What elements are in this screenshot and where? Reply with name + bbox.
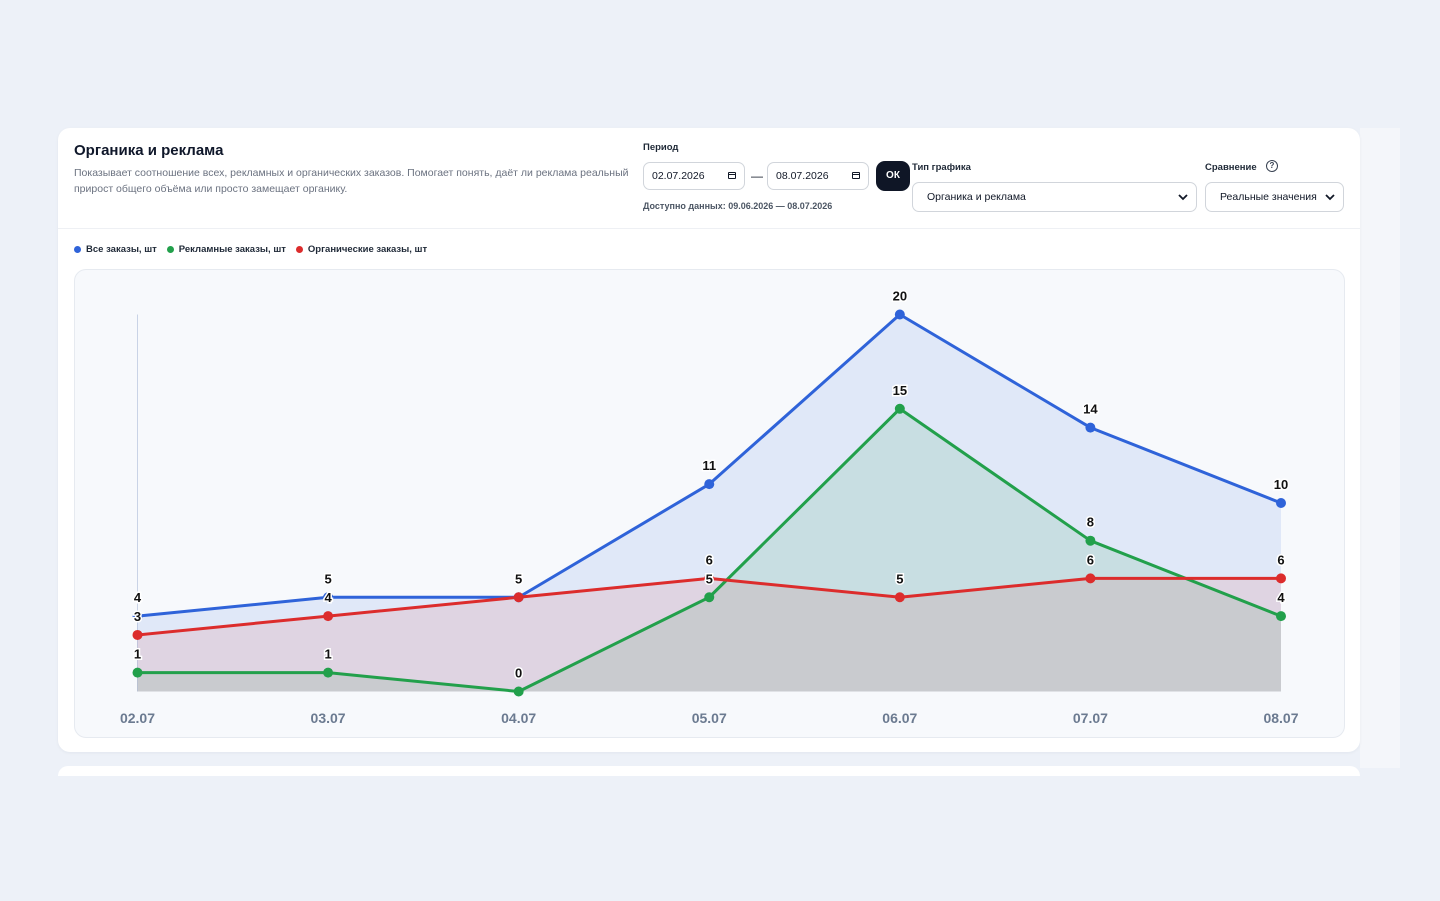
chart-type-label: Тип графика bbox=[912, 162, 971, 173]
data-point-all[interactable] bbox=[704, 479, 715, 490]
chevron-down-icon bbox=[1178, 183, 1188, 223]
data-point-ads[interactable] bbox=[704, 592, 715, 603]
data-label-organic: 5 bbox=[896, 571, 903, 586]
data-label-organic: 6 bbox=[706, 552, 713, 567]
card-title: Органика и реклама bbox=[74, 142, 224, 159]
data-point-organic[interactable] bbox=[1085, 573, 1096, 584]
data-point-all[interactable] bbox=[1276, 498, 1286, 508]
legend-item-all: Все заказы, шт bbox=[74, 244, 157, 255]
data-label-all: 20 bbox=[893, 289, 907, 304]
data-point-organic[interactable] bbox=[704, 573, 715, 584]
available-data-note: Доступно данных: 09.06.2026 — 08.07.2026 bbox=[643, 201, 833, 211]
x-tick-label: 05.07 bbox=[692, 710, 727, 726]
x-tick-label: 07.07 bbox=[1073, 710, 1108, 726]
period-label: Период bbox=[643, 142, 679, 153]
data-label-organic: 6 bbox=[1277, 552, 1284, 567]
data-label-all: 11 bbox=[702, 458, 716, 473]
legend-item-ads: Рекламные заказы, шт bbox=[166, 244, 286, 255]
data-label-all: 5 bbox=[515, 571, 522, 586]
x-tick-label: 04.07 bbox=[501, 710, 536, 726]
legend-dot-all bbox=[74, 246, 81, 253]
data-point-all[interactable] bbox=[132, 611, 143, 622]
x-tick-label: 02.07 bbox=[120, 710, 155, 726]
date-to-input[interactable]: 08.07.2026 bbox=[767, 162, 869, 190]
legend-label-organic: Органические заказы, шт bbox=[307, 244, 428, 255]
card-description: Показывает соотношение всех, рекламных и… bbox=[74, 167, 629, 195]
comparison-select[interactable]: Реальные значения bbox=[1205, 182, 1344, 212]
data-label-organic: 5 bbox=[515, 571, 522, 586]
data-label-organic: 6 bbox=[1087, 552, 1094, 567]
data-point-organic[interactable] bbox=[513, 592, 524, 603]
data-point-organic[interactable] bbox=[323, 611, 334, 622]
legend-dot-organic bbox=[295, 246, 303, 253]
calendar-icon[interactable] bbox=[728, 172, 736, 179]
data-label-all: 5 bbox=[324, 571, 331, 586]
data-point-organic[interactable] bbox=[894, 592, 905, 603]
data-label-all: 14 bbox=[1083, 402, 1098, 417]
data-point-ads[interactable] bbox=[323, 667, 334, 678]
data-label-ads: 5 bbox=[706, 571, 713, 586]
chart-type-value: Органика и реклама bbox=[927, 191, 1026, 203]
data-label-all: 10 bbox=[1274, 477, 1288, 492]
area-fill-ads bbox=[137, 408, 1281, 692]
chart-card: Органика и реклама Показывает соотношени… bbox=[58, 128, 1360, 752]
comparison-label: Сравнение bbox=[1205, 162, 1257, 173]
data-point-all[interactable] bbox=[1085, 422, 1096, 433]
data-point-ads[interactable] bbox=[513, 686, 524, 697]
chart-type-select[interactable]: Органика и реклама bbox=[912, 182, 1197, 212]
data-point-all[interactable] bbox=[894, 309, 905, 320]
x-tick-label: 08.07 bbox=[1263, 710, 1298, 726]
data-point-ads[interactable] bbox=[1276, 611, 1286, 622]
background-panel bbox=[1360, 128, 1400, 768]
data-point-organic[interactable] bbox=[1276, 573, 1286, 584]
x-tick-label: 06.07 bbox=[882, 710, 917, 726]
date-from-input[interactable]: 02.07.2026 bbox=[643, 162, 745, 190]
x-tick-label: 03.07 bbox=[311, 710, 346, 726]
legend-label-ads: Рекламные заказы, шт bbox=[178, 244, 286, 255]
data-point-ads[interactable] bbox=[132, 667, 143, 678]
ok-button[interactable]: ОК bbox=[876, 161, 910, 191]
data-label-ads: 1 bbox=[134, 647, 141, 662]
data-label-ads: 8 bbox=[1087, 515, 1094, 530]
next-card-edge bbox=[58, 766, 1360, 776]
header-divider bbox=[58, 228, 1360, 229]
date-from-value: 02.07.2026 bbox=[652, 170, 705, 182]
data-label-organic: 4 bbox=[324, 590, 332, 605]
data-label-ads: 4 bbox=[1277, 590, 1285, 605]
data-label-ads: 0 bbox=[515, 666, 522, 681]
data-label-ads: 15 bbox=[893, 383, 907, 398]
legend-label-all: Все заказы, шт bbox=[86, 244, 157, 255]
period-separator: — bbox=[751, 169, 763, 183]
calendar-icon[interactable] bbox=[852, 172, 860, 179]
data-point-organic[interactable] bbox=[132, 629, 143, 640]
data-label-organic: 3 bbox=[134, 609, 141, 624]
comparison-value: Реальные значения bbox=[1220, 191, 1317, 203]
data-point-all[interactable] bbox=[323, 592, 334, 603]
legend-dot-ads bbox=[166, 246, 174, 253]
data-label-all: 4 bbox=[134, 590, 142, 605]
data-point-ads[interactable] bbox=[1085, 535, 1096, 546]
help-icon[interactable]: ? bbox=[1266, 160, 1278, 172]
chevron-down-icon bbox=[1325, 183, 1335, 223]
date-to-value: 08.07.2026 bbox=[776, 170, 829, 182]
chart-legend: Все заказы, шт Рекламные заказы, шт Орга… bbox=[74, 244, 427, 255]
legend-item-organic: Органические заказы, шт bbox=[295, 244, 428, 255]
chart-area: 4 5 5 11 20 14 10 1 1 0 5 15 8 4 3 4 5 6 5 6 6 02.07 03.07 04.0… bbox=[74, 269, 1345, 738]
data-label-ads: 1 bbox=[324, 647, 331, 662]
data-point-ads[interactable] bbox=[894, 403, 905, 414]
